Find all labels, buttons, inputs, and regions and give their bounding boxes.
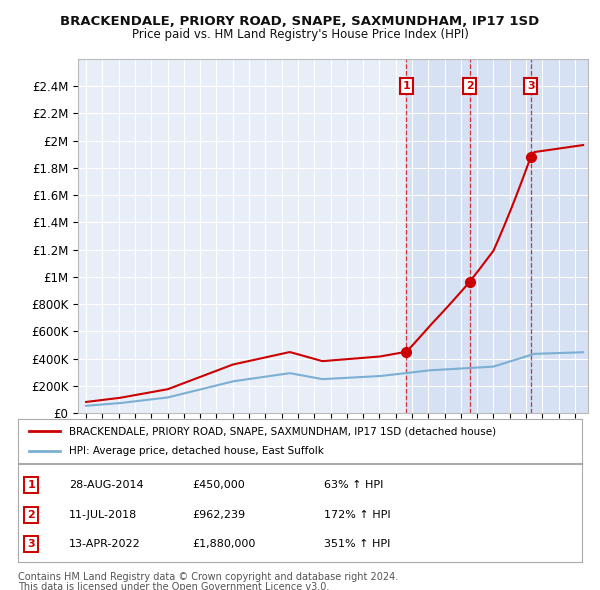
Text: Price paid vs. HM Land Registry's House Price Index (HPI): Price paid vs. HM Land Registry's House …: [131, 28, 469, 41]
Text: 1: 1: [403, 81, 410, 91]
Text: £450,000: £450,000: [192, 480, 245, 490]
Text: 13-APR-2022: 13-APR-2022: [69, 539, 141, 549]
Text: This data is licensed under the Open Government Licence v3.0.: This data is licensed under the Open Gov…: [18, 582, 329, 590]
Text: 3: 3: [527, 81, 535, 91]
Bar: [530, 59, 588, 413]
Text: 3: 3: [28, 539, 35, 549]
Text: 63% ↑ HPI: 63% ↑ HPI: [324, 480, 383, 490]
Bar: [470, 59, 530, 413]
Text: BRACKENDALE, PRIORY ROAD, SNAPE, SAXMUNDHAM, IP17 1SD (detached house): BRACKENDALE, PRIORY ROAD, SNAPE, SAXMUND…: [69, 427, 496, 436]
Text: BRACKENDALE, PRIORY ROAD, SNAPE, SAXMUNDHAM, IP17 1SD: BRACKENDALE, PRIORY ROAD, SNAPE, SAXMUND…: [61, 15, 539, 28]
Text: 2: 2: [28, 510, 35, 520]
Text: 28-AUG-2014: 28-AUG-2014: [69, 480, 143, 490]
Text: £1,880,000: £1,880,000: [192, 539, 256, 549]
Text: HPI: Average price, detached house, East Suffolk: HPI: Average price, detached house, East…: [69, 446, 323, 455]
Text: 172% ↑ HPI: 172% ↑ HPI: [324, 510, 391, 520]
Text: 11-JUL-2018: 11-JUL-2018: [69, 510, 137, 520]
Text: £962,239: £962,239: [192, 510, 245, 520]
Text: 1: 1: [28, 480, 35, 490]
Bar: [406, 59, 470, 413]
Text: 351% ↑ HPI: 351% ↑ HPI: [324, 539, 391, 549]
Text: 2: 2: [466, 81, 473, 91]
Text: Contains HM Land Registry data © Crown copyright and database right 2024.: Contains HM Land Registry data © Crown c…: [18, 572, 398, 582]
